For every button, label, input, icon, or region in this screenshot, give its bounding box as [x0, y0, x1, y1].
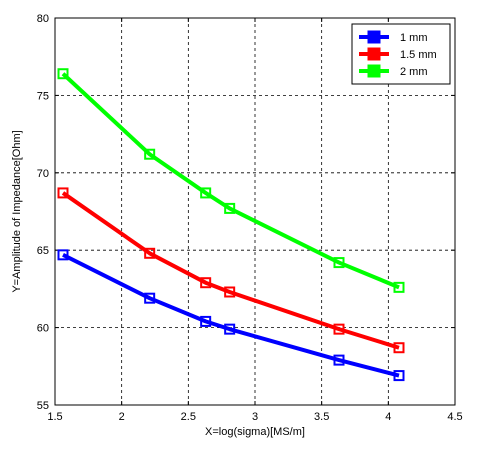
- data-point: [200, 187, 212, 199]
- legend-label: 1 mm: [400, 32, 428, 44]
- legend-item: 1.5 mm: [359, 47, 437, 61]
- data-point: [333, 354, 345, 366]
- data-point: [57, 68, 69, 80]
- y-tick-label: 65: [37, 245, 49, 257]
- x-tick-label: 3.5: [314, 411, 329, 423]
- x-axis-title: X=log(sigma)[MS/m]: [205, 426, 305, 438]
- data-point: [393, 342, 405, 354]
- data-point: [144, 292, 156, 304]
- data-point: [393, 370, 405, 382]
- legend-label: 1.5 mm: [400, 49, 437, 61]
- data-point: [393, 281, 405, 293]
- legend: 1 mm 1.5 mm 2 mm: [351, 23, 451, 85]
- series-line: [62, 253, 400, 378]
- series-3: [57, 68, 405, 293]
- y-tick-label: 60: [37, 323, 49, 335]
- axis-ticks: 1.5 2 2.5 3 3.5 4 4.5 55 60 65 70 75 80: [37, 13, 463, 423]
- x-tick-label: 3: [252, 411, 258, 423]
- data-point: [333, 323, 345, 335]
- series-2: [57, 187, 405, 354]
- data-point: [200, 277, 212, 289]
- grid-lines: [55, 18, 455, 405]
- legend-item: 1 mm: [359, 30, 428, 44]
- y-tick-label: 80: [37, 13, 49, 25]
- x-tick-label: 4.5: [447, 411, 462, 423]
- data-point: [57, 249, 69, 261]
- data-point: [57, 187, 69, 199]
- series-line: [61, 72, 400, 290]
- x-tick-label: 2.5: [181, 411, 196, 423]
- x-tick-label: 2: [119, 411, 125, 423]
- data-point: [200, 315, 212, 327]
- series-layer: [57, 68, 405, 382]
- data-point: [224, 323, 236, 335]
- data-point: [144, 247, 156, 259]
- x-tick-label: 1.5: [47, 411, 62, 423]
- x-tick-label: 4: [385, 411, 391, 423]
- y-tick-label: 75: [37, 90, 49, 102]
- data-point: [224, 286, 236, 298]
- data-point: [333, 257, 345, 269]
- legend-label: 2 mm: [400, 66, 428, 78]
- y-tick-label: 55: [37, 400, 49, 412]
- series-1: [57, 249, 405, 382]
- legend-item: 2 mm: [359, 64, 428, 78]
- data-point: [144, 148, 156, 160]
- data-point: [224, 202, 236, 214]
- series-line: [61, 191, 400, 350]
- legend-swatch-marker: [367, 64, 381, 78]
- legend-swatch-marker: [367, 30, 381, 44]
- legend-swatch-marker: [367, 47, 381, 61]
- y-axis-title: Y=Amplitude of Impedance[Ohm]: [11, 130, 23, 292]
- y-tick-label: 70: [37, 168, 49, 180]
